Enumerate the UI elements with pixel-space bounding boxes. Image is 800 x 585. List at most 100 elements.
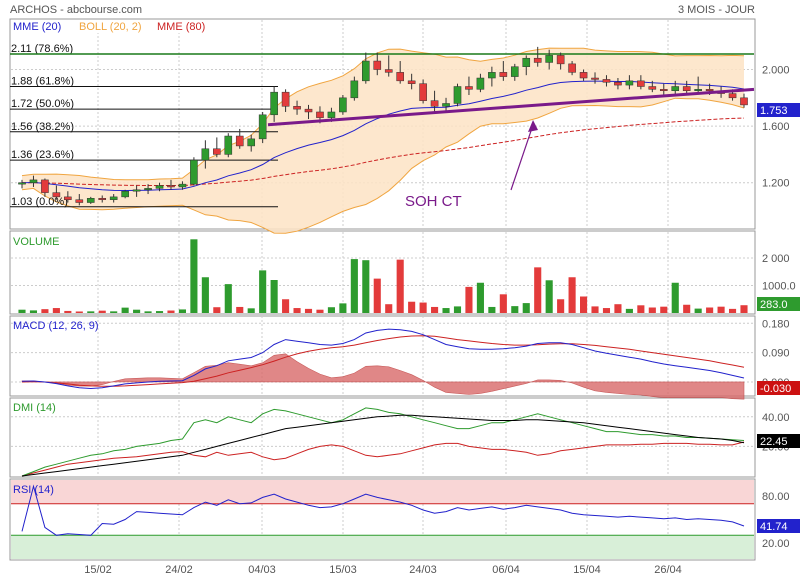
candle-body bbox=[659, 89, 668, 91]
volume-title: VOLUME bbox=[13, 236, 59, 248]
dmi-panel bbox=[9, 397, 756, 478]
volume-bar bbox=[453, 306, 462, 313]
rsi-last-badge bbox=[757, 519, 800, 533]
candle-body bbox=[29, 179, 38, 183]
candle-body bbox=[430, 100, 439, 107]
volume-bar bbox=[648, 307, 656, 313]
candle-body bbox=[98, 198, 107, 200]
candle-body bbox=[75, 199, 84, 203]
candle-body bbox=[293, 106, 301, 110]
volume-bar bbox=[259, 270, 267, 313]
candle-body bbox=[167, 185, 175, 188]
volume-bar bbox=[29, 310, 38, 313]
volume-bar bbox=[511, 306, 519, 313]
candle-body bbox=[350, 80, 359, 99]
rsi-tick-label: 20.00 bbox=[762, 538, 790, 550]
candle-body bbox=[373, 60, 382, 70]
volume-bar bbox=[98, 310, 106, 313]
candle-body bbox=[201, 148, 210, 161]
volume-tick-label: 2 000 bbox=[762, 253, 790, 265]
candle-body bbox=[190, 159, 198, 185]
candle-body bbox=[213, 148, 221, 155]
candle-body bbox=[453, 86, 462, 104]
candle-body bbox=[568, 63, 576, 73]
rsi-oversold-zone bbox=[11, 535, 754, 559]
volume-panel bbox=[9, 230, 756, 315]
rsi-tick-label: 80.00 bbox=[762, 491, 790, 503]
dmi-last-value: 22.45 bbox=[760, 436, 788, 448]
macd-tick-label: 0.090 bbox=[762, 348, 790, 360]
volume-bar bbox=[431, 306, 439, 313]
volume-bar bbox=[557, 299, 565, 313]
macd-last-badge bbox=[757, 381, 800, 395]
candle-body bbox=[384, 69, 393, 73]
rsi-title: RSI (14) bbox=[13, 484, 54, 496]
candle-body bbox=[281, 91, 290, 107]
macd-signal-line bbox=[21, 335, 745, 387]
volume-bar bbox=[236, 306, 244, 313]
candle-body bbox=[682, 86, 691, 91]
candle-body bbox=[488, 72, 496, 79]
candle-body bbox=[671, 86, 680, 91]
fib-label: 1.56 (38.2%) bbox=[11, 121, 74, 133]
volume-bar bbox=[465, 286, 473, 313]
volume-bar bbox=[167, 310, 175, 313]
last-price-badge bbox=[757, 103, 800, 117]
volume-bar bbox=[408, 301, 416, 313]
x-tick-label: 15/03 bbox=[329, 564, 357, 576]
fib-label: 1.03 (0.0%) bbox=[11, 196, 68, 208]
macd-layer bbox=[21, 328, 745, 400]
dmi-minus-line bbox=[21, 441, 745, 477]
candle-body bbox=[407, 80, 416, 84]
volume-bar bbox=[534, 267, 542, 313]
volume-bar bbox=[637, 305, 645, 313]
price-layer: 2.11 (78.6%) 1.88 (61.8%) 1.72 (50.0%) 1.56… bbox=[10, 43, 755, 234]
candle-body bbox=[86, 198, 95, 203]
volume-bar bbox=[591, 306, 599, 313]
volume-bar bbox=[694, 308, 702, 313]
mme80-line bbox=[22, 117, 745, 186]
candle-body bbox=[637, 80, 645, 87]
fib-label: 2.11 (78.6%) bbox=[11, 43, 73, 55]
macd-title: MACD (12, 26, 9) bbox=[13, 320, 99, 332]
volume-bar bbox=[488, 306, 496, 313]
volume-bar bbox=[339, 303, 347, 313]
adx-line bbox=[21, 414, 745, 477]
volume-layer bbox=[18, 239, 748, 313]
macd-line bbox=[21, 328, 745, 390]
volume-bar bbox=[304, 308, 313, 313]
volume-bar bbox=[316, 309, 324, 313]
dmi-last-badge bbox=[757, 434, 800, 448]
volume-bar bbox=[247, 308, 255, 313]
volume-bar bbox=[224, 284, 232, 313]
candle-body bbox=[155, 185, 164, 189]
rsi-overbought-zone bbox=[11, 480, 754, 504]
candle-body bbox=[52, 192, 61, 198]
candle-body bbox=[533, 57, 542, 63]
volume-bar bbox=[683, 304, 691, 313]
candle-body bbox=[728, 93, 737, 99]
candle-body bbox=[109, 196, 118, 200]
volume-bar bbox=[18, 309, 26, 313]
price-tick-label: 2.000 bbox=[762, 65, 790, 77]
annotation-text: SOH CT bbox=[405, 193, 462, 210]
candle-body bbox=[522, 57, 531, 67]
volume-bar bbox=[568, 277, 576, 313]
volume-bar bbox=[476, 282, 484, 313]
candle-body bbox=[41, 179, 49, 193]
legend-boll: BOLL (20, 2) bbox=[79, 21, 142, 33]
candle-body bbox=[579, 72, 588, 79]
volume-bar bbox=[121, 307, 129, 313]
macd-tick-label: 0.180 bbox=[762, 318, 790, 330]
x-tick-label: 24/02 bbox=[165, 564, 193, 576]
candle-body bbox=[396, 72, 404, 82]
volume-bar bbox=[419, 302, 427, 313]
fib-label: 1.36 (23.6%) bbox=[11, 149, 74, 161]
candle-body bbox=[591, 77, 599, 80]
candle-body bbox=[625, 80, 634, 86]
volume-bar bbox=[133, 309, 141, 313]
candle-body bbox=[362, 60, 370, 82]
volume-bar bbox=[660, 306, 668, 313]
candle-body bbox=[132, 189, 141, 192]
rsi-last-value: 41.74 bbox=[760, 521, 788, 533]
